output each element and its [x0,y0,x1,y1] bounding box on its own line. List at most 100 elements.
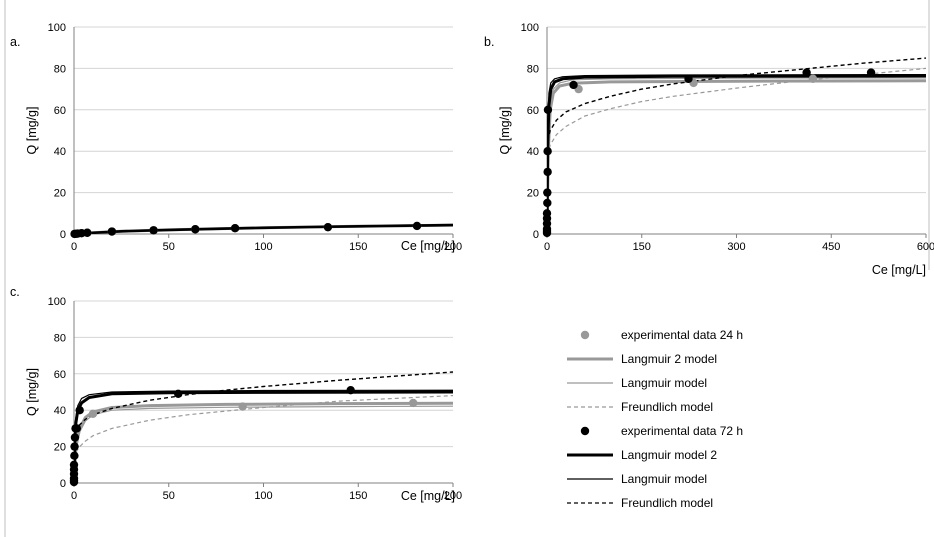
y-tick-label: 80 [527,63,539,75]
legend-label: experimental data 72 h [621,424,743,438]
data-point [70,433,80,442]
panel-label: b. [484,35,494,49]
legend-label: Freundlich model [621,400,713,414]
y-tick-label: 0 [60,478,66,490]
y-tick-label: 60 [527,105,539,117]
x-tick-label: 600 [917,241,934,253]
legend-item: Freundlich model [567,400,713,414]
data-point [174,389,183,399]
data-point [866,68,876,77]
legend-label: Langmuir 2 model [621,352,717,366]
y-tick-label: 40 [527,146,539,158]
series-line [547,57,927,141]
legend-item: Langmuir 2 model [567,352,717,366]
data-point [543,167,552,177]
data-point [802,68,811,77]
x-axis-label: Ce [mg/L] [401,489,455,503]
y-tick-label: 0 [60,229,66,241]
data-point [238,402,247,411]
x-tick-label: 150 [633,241,651,253]
y-tick-label: 40 [54,146,66,158]
data-point [542,209,552,218]
data-point [70,442,79,451]
legend-marker [580,330,590,340]
chart-panel-a: 0 20 40 60 80 100 0 50 100 150 200 a. Ce [mg/L] Q [mg… [10,22,462,253]
series-line [74,223,454,234]
x-tick-label: 0 [71,241,77,253]
data-point [323,222,333,232]
y-tick-label: 100 [48,22,66,34]
x-tick-label: 150 [349,241,367,253]
legend-item: Langmuir model [567,472,707,486]
data-point [409,398,418,408]
y-tick-label: 20 [54,442,66,454]
x-tick-label: 100 [254,241,272,253]
legend-item: experimental data 72 h [580,424,743,438]
y-tick-label: 0 [533,229,539,241]
y-tick-label: 100 [48,296,66,308]
x-tick-label: 100 [254,490,272,502]
x-axis-label: Ce [mg/L] [872,263,926,277]
x-tick-label: 150 [349,490,367,502]
data-point [543,147,552,156]
data-point [107,227,117,236]
series-line [547,67,927,156]
panel-label: a. [10,35,20,49]
data-point [230,224,240,233]
x-tick-label: 0 [71,490,77,502]
series-line [547,74,927,234]
legend: experimental data 24 h Langmuir 2 model La… [567,328,743,510]
y-tick-label: 20 [54,188,66,200]
data-point [412,221,422,231]
y-axis-label: Q [mg/g] [498,107,512,155]
data-point [75,406,84,415]
data-point [88,409,98,419]
data-point [808,74,818,83]
legend-label: Langmuir model 2 [621,448,717,462]
y-tick-label: 80 [54,332,66,344]
series-line [74,405,454,483]
legend-item: experimental data 24 h [580,328,743,342]
y-axis-label: Q [mg/g] [25,368,39,416]
chart-panel-b: 0 20 40 60 80 100 0 150 300 450 600 b. Ce [mg/L] Q [m… [484,22,934,277]
legend-item: Langmuir model [567,376,707,390]
data-point [543,105,553,115]
y-tick-label: 60 [54,105,66,117]
data-point [83,228,92,237]
data-point [149,226,158,235]
x-tick-label: 50 [163,241,175,253]
data-point [346,385,355,395]
x-tick-label: 300 [727,241,745,253]
x-tick-label: 50 [163,490,175,502]
y-tick-label: 60 [54,369,66,381]
data-point [69,460,79,469]
x-tick-label: 200 [444,490,462,502]
y-tick-label: 100 [521,22,539,34]
data-point [543,188,552,197]
series-line [74,401,454,483]
data-point [569,80,578,90]
legend-item: Langmuir model 2 [567,448,717,462]
x-axis-label: Ce [mg/L] [401,239,455,253]
legend-item: Freundlich model [567,496,713,510]
data-point [543,198,552,208]
data-point [684,74,693,83]
x-tick-label: 0 [544,241,550,253]
legend-marker [580,426,590,436]
legend-label: experimental data 24 h [621,328,743,342]
data-point [191,225,200,234]
x-tick-label: 450 [822,241,840,253]
y-tick-label: 40 [54,405,66,417]
legend-label: Langmuir model [621,376,707,390]
panel-label: c. [10,285,20,299]
x-tick-label: 200 [444,241,462,253]
legend-label: Langmuir model [621,472,707,486]
y-tick-label: 80 [54,63,66,75]
data-point [72,424,82,433]
series-line [547,79,927,234]
series-line [547,73,927,234]
legend-label: Freundlich model [621,496,713,510]
chart-panel-c: 0 20 40 60 80 100 0 50 100 150 200 c. Ce [mg/L] Q [mg… [10,285,462,503]
data-point [70,451,79,460]
